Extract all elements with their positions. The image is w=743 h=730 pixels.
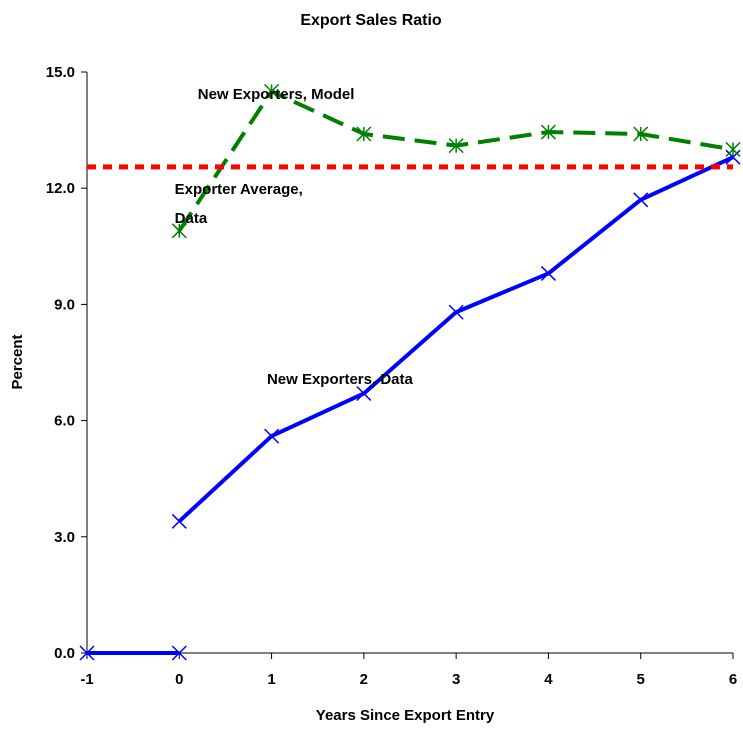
- series-0-point: [448, 304, 464, 320]
- series-0-point: [171, 645, 187, 661]
- series-1-line: [177, 89, 734, 232]
- annotation-label: Data: [175, 210, 208, 227]
- series-0-point: [356, 385, 372, 402]
- series-0-line: [177, 155, 734, 523]
- series-0-point: [79, 645, 95, 661]
- x-tick-label: 3: [452, 671, 460, 688]
- x-tick-label: 4: [544, 671, 553, 688]
- annotation-label: New Exporters, Data: [267, 371, 414, 388]
- series-0-point: [633, 192, 649, 208]
- x-tick-label: 2: [360, 671, 368, 688]
- x-axis-label: Years Since Export Entry: [316, 707, 495, 724]
- y-tick-label: 0.0: [54, 645, 75, 662]
- y-axis-label: Percent: [9, 334, 26, 389]
- annotation-label: Exporter Average,: [175, 181, 303, 198]
- series-0-point: [264, 428, 280, 444]
- x-tick-label: -1: [80, 671, 93, 688]
- series-0-point: [725, 149, 741, 165]
- y-tick-label: 15.0: [46, 64, 75, 81]
- series-0-point: [540, 265, 556, 281]
- x-tick-label: 5: [637, 671, 645, 688]
- series-0-point: [171, 513, 187, 529]
- y-tick-label: 6.0: [54, 413, 75, 430]
- y-tick-label: 3.0: [54, 529, 75, 546]
- plot-area: 0.0 3.0 6.0 9.0 12.0 15.0 -1 0 1 2 3 4 5 6 New Exporte…: [46, 64, 741, 688]
- x-tick-label: 0: [175, 671, 183, 688]
- y-tick-label: 9.0: [54, 296, 75, 313]
- chart-title: Export Sales Ratio: [300, 12, 442, 29]
- annotation-label: New Exporters, Model: [198, 86, 355, 103]
- y-tick-label: 12.0: [46, 180, 75, 197]
- x-tick-label: 1: [267, 671, 275, 688]
- x-tick-label: 6: [729, 671, 737, 688]
